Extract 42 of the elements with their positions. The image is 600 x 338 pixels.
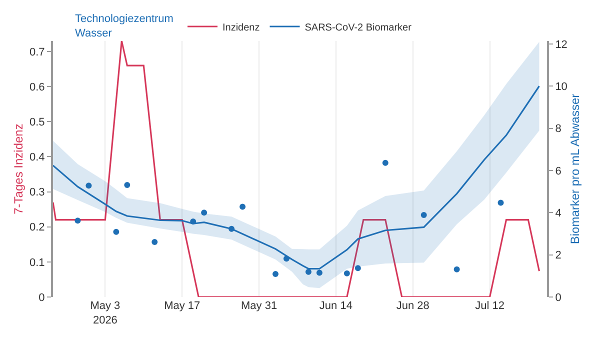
point bbox=[113, 228, 120, 235]
point bbox=[420, 212, 427, 218]
text: Technologiezentrum Wasser bbox=[75, 13, 174, 40]
y-tick-label: 0.1 bbox=[30, 256, 45, 269]
point bbox=[86, 182, 92, 189]
x-tick-label: May 31 bbox=[240, 300, 278, 312]
y2-tick-label: 10 bbox=[555, 80, 568, 93]
y-tick-label: 0.6 bbox=[30, 81, 45, 94]
point bbox=[454, 266, 460, 272]
y-tick-label: 0.4 bbox=[30, 152, 45, 164]
x-tick-label: Jul 12 bbox=[475, 300, 504, 312]
point bbox=[316, 270, 322, 276]
point bbox=[74, 218, 81, 224]
y2-tick-label: 8 bbox=[555, 123, 562, 136]
x-tick-label: May 17 bbox=[164, 300, 200, 312]
y2-tick-label: 4 bbox=[555, 208, 562, 220]
y2-tick-label: 12 bbox=[555, 38, 568, 51]
y-tick-label: 0.7 bbox=[30, 46, 45, 58]
y-tick-label: 0.2 bbox=[30, 222, 45, 234]
point bbox=[124, 182, 130, 188]
x-tick-label: Jun 14 bbox=[319, 300, 352, 312]
y-tick-label: 0.5 bbox=[30, 116, 45, 129]
point bbox=[498, 200, 504, 206]
x-tick-label: May 3 2026 bbox=[90, 300, 120, 326]
legend-label: SARS-CoV-2 Biomarker bbox=[304, 22, 412, 34]
y-tick-label: 0 bbox=[38, 292, 45, 304]
point bbox=[240, 204, 246, 210]
point bbox=[201, 210, 208, 216]
point bbox=[354, 265, 361, 272]
y-axis-title: 7-Tages Inzidenz bbox=[11, 124, 26, 214]
y2-tick-label: 6 bbox=[555, 165, 562, 178]
y2-tick-label: 0 bbox=[555, 292, 562, 304]
point bbox=[344, 270, 350, 276]
legend-label: Inzidenz bbox=[222, 22, 260, 34]
point bbox=[272, 271, 279, 278]
point bbox=[382, 160, 388, 166]
y-tick-label: 0.3 bbox=[30, 186, 45, 199]
y2-axis-title: Biomarker pro mL Abwasser bbox=[568, 94, 582, 244]
x-tick-label: Jun 28 bbox=[396, 300, 430, 312]
y2-tick-label: 2 bbox=[555, 250, 562, 262]
point bbox=[152, 238, 158, 245]
point bbox=[305, 268, 312, 275]
